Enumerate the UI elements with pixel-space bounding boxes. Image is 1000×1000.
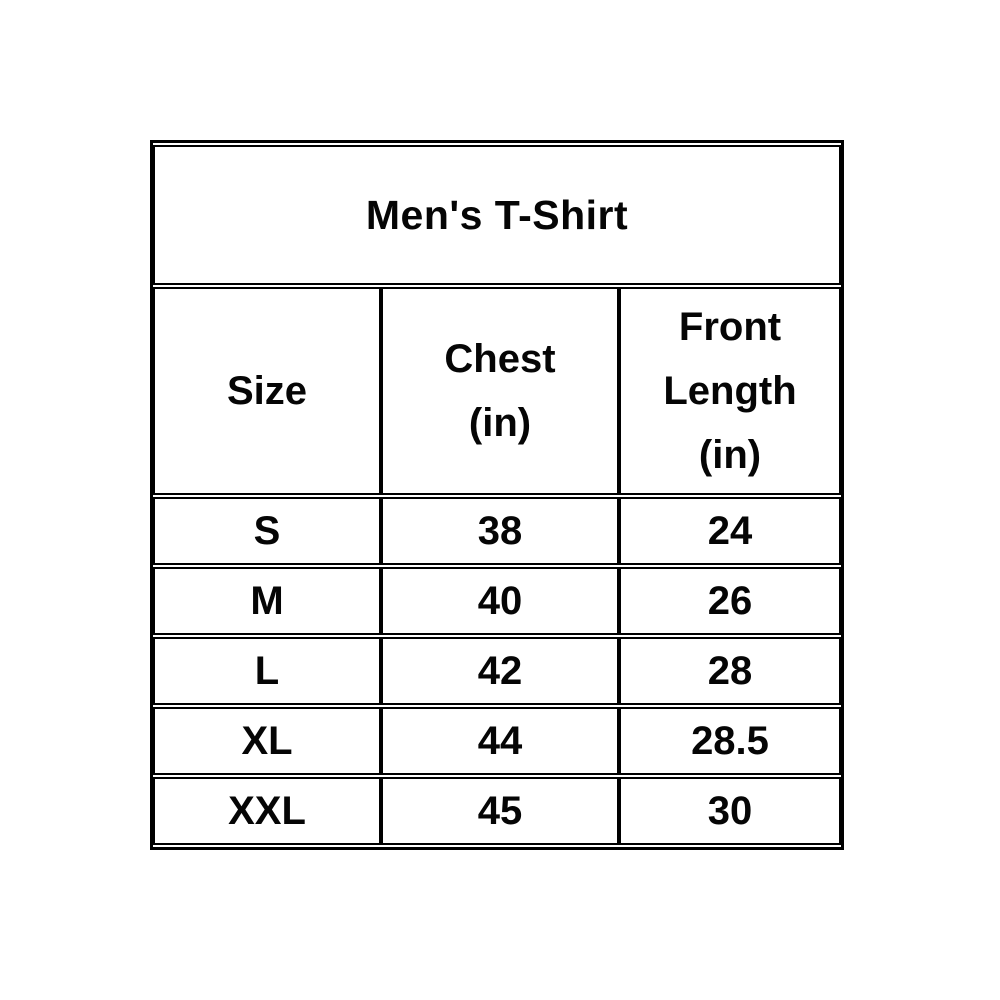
table-row-m: M 40 26 [153, 567, 841, 635]
size-cell: S [153, 497, 381, 565]
chest-cell: 38 [381, 497, 619, 565]
size-cell: M [153, 567, 381, 635]
header-line: Chest [444, 337, 556, 381]
front-length-cell: 28 [619, 637, 841, 705]
front-length-cell: 28.5 [619, 707, 841, 775]
header-line: (in) [698, 433, 762, 477]
size-cell: L [153, 637, 381, 705]
header-row: Size Chest (in) Front Length (in) [153, 287, 841, 495]
size-chart: Men's T-Shirt Size Chest (in) Front Leng… [150, 140, 844, 850]
size-cell: XXL [153, 777, 381, 845]
header-line: Size [226, 369, 308, 413]
title-row: Men's T-Shirt [153, 145, 841, 285]
chart-title: Men's T-Shirt [153, 145, 841, 285]
chest-cell: 42 [381, 637, 619, 705]
chest-cell: 44 [381, 707, 619, 775]
size-cell: XL [153, 707, 381, 775]
size-chart-table: Men's T-Shirt Size Chest (in) Front Leng… [153, 143, 841, 847]
table-row-l: L 42 28 [153, 637, 841, 705]
header-line: (in) [468, 401, 532, 445]
column-header-front-length: Front Length (in) [619, 287, 841, 495]
front-length-cell: 24 [619, 497, 841, 565]
header-line: Length [663, 369, 797, 413]
column-header-chest: Chest (in) [381, 287, 619, 495]
front-length-cell: 30 [619, 777, 841, 845]
table-row-s: S 38 24 [153, 497, 841, 565]
table-row-xl: XL 44 28.5 [153, 707, 841, 775]
header-line: Front [678, 305, 782, 349]
chest-cell: 45 [381, 777, 619, 845]
chest-cell: 40 [381, 567, 619, 635]
column-header-size: Size [153, 287, 381, 495]
front-length-cell: 26 [619, 567, 841, 635]
table-row-xxl: XXL 45 30 [153, 777, 841, 845]
